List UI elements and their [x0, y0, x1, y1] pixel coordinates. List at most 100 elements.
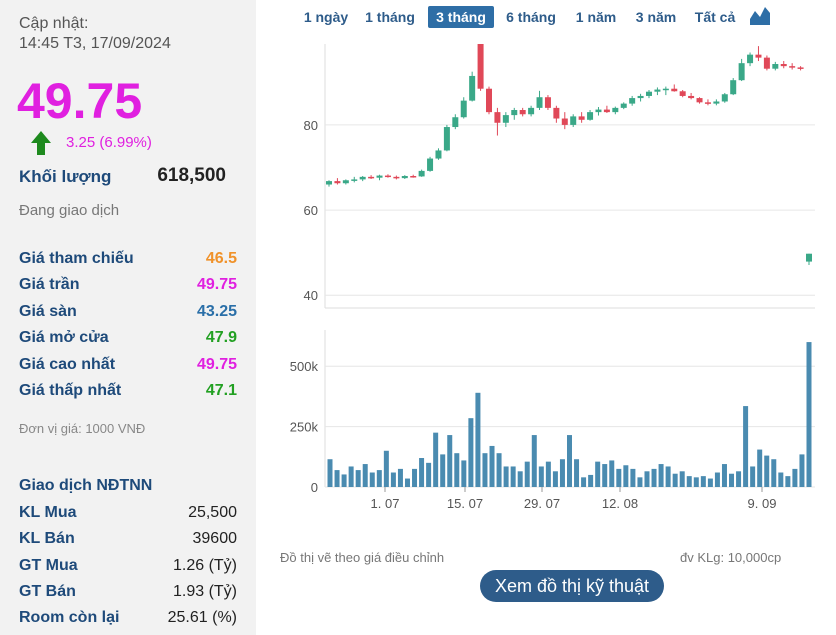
candle-body — [738, 63, 745, 81]
price-tick-label: 60 — [304, 203, 318, 218]
candle-body — [587, 112, 594, 120]
foreign-row: Room còn lại 25.61 (%) — [19, 609, 237, 629]
price-tick-label: 40 — [304, 288, 318, 303]
candle-body — [342, 180, 349, 184]
technical-chart-button[interactable]: Xem đồ thị kỹ thuật — [480, 570, 664, 602]
price-value: 47.1 — [205, 382, 237, 399]
chart-note: Đồ thị vẽ theo giá điều chỉnh — [280, 550, 445, 565]
volume-bar — [468, 418, 474, 487]
volume-label: Khối lượng — [19, 167, 112, 186]
candle-body — [452, 117, 459, 128]
volume-bar — [686, 476, 692, 487]
candle-body — [747, 54, 754, 64]
foreign-label: GT Bán — [19, 583, 76, 600]
x-tick-label: 1. 07 — [371, 496, 400, 511]
candle-body — [427, 158, 434, 171]
candle-body — [544, 97, 551, 108]
volume-bar — [736, 471, 742, 487]
volume-bar — [693, 477, 699, 487]
volume-bar — [404, 478, 410, 487]
up-arrow-icon — [31, 131, 51, 155]
volume-bar — [637, 477, 643, 487]
volume-bar — [792, 468, 798, 487]
candle-body — [755, 54, 762, 58]
volume-bar — [764, 455, 770, 487]
x-tick-label: 29. 07 — [524, 496, 560, 511]
candle-body — [511, 110, 518, 116]
foreign-label: KL Bán — [19, 530, 75, 547]
foreign-label: GT Mua — [19, 557, 78, 574]
candle-body — [359, 176, 366, 180]
foreign-value: 1.93 (Tỷ) — [172, 583, 237, 600]
volume-bar — [574, 459, 580, 487]
volume-bar — [700, 476, 706, 487]
volume-bar — [454, 453, 460, 487]
candle-body — [603, 109, 610, 113]
volume-bar — [489, 445, 495, 487]
candle-body — [721, 94, 728, 102]
candle-body — [595, 109, 602, 113]
volume-bar — [461, 460, 467, 487]
tab-1-year[interactable]: 1 năm — [575, 9, 617, 25]
price-row-ceiling: Giá trần 49.75 — [19, 276, 237, 296]
tab-3-months[interactable]: 3 tháng — [428, 6, 494, 28]
volume-bar — [524, 461, 530, 487]
candle-body — [570, 116, 577, 125]
volume-bar — [433, 432, 439, 487]
candle-body — [679, 91, 686, 96]
candle-body — [654, 89, 661, 92]
price-value: 49.75 — [196, 276, 237, 293]
candle-body — [662, 88, 669, 91]
foreign-label: KL Mua — [19, 504, 77, 521]
volume-bar — [348, 466, 354, 487]
current-price: 49.75 — [17, 73, 143, 129]
volume-bar — [588, 474, 594, 487]
tab-all[interactable]: Tất cả — [694, 9, 736, 25]
price-label: Giá sàn — [19, 303, 77, 320]
foreign-value: 1.26 (Tỷ) — [172, 557, 237, 574]
price-value: 49.75 — [196, 356, 237, 373]
volume-bar — [510, 466, 516, 487]
tab-1-day[interactable]: 1 ngày — [303, 9, 349, 25]
quote-panel: Cập nhật: 14:45 T3, 17/09/2024 49.75 3.2… — [0, 0, 256, 635]
candle-body — [612, 107, 619, 113]
price-row-floor: Giá sàn 43.25 — [19, 303, 237, 323]
tab-6-months[interactable]: 6 tháng — [506, 9, 556, 25]
volume-bar — [778, 472, 784, 487]
candle-body — [460, 100, 467, 118]
price-row-reference: Giá tham chiếu 46.5 — [19, 250, 237, 270]
volume-bar — [390, 472, 396, 487]
volume-bar — [651, 468, 657, 487]
foreign-row: KL Mua 25,500 — [19, 504, 237, 524]
tab-1-month[interactable]: 1 tháng — [365, 9, 415, 25]
x-tick-label: 12. 08 — [602, 496, 638, 511]
volume-bar — [419, 458, 425, 487]
chart-type-icon[interactable] — [750, 5, 770, 25]
price-change: 3.25 (6.99%) — [66, 134, 152, 151]
candle-body — [376, 175, 383, 178]
candle-body — [704, 102, 711, 104]
volume-bar — [644, 471, 650, 487]
volume-bar — [743, 406, 749, 487]
candle-body — [401, 176, 408, 179]
foreign-value: 25,500 — [188, 504, 237, 521]
volume-bar — [714, 472, 720, 487]
candle-body — [418, 170, 425, 177]
price-value: 46.5 — [205, 250, 237, 267]
candle-body — [553, 107, 560, 119]
foreign-value: 39600 — [192, 530, 238, 547]
volume-bar — [426, 462, 432, 487]
update-label: Cập nhật: — [19, 15, 89, 32]
foreign-row: GT Bán 1.93 (Tỷ) — [19, 583, 237, 603]
volume-bar — [750, 466, 756, 487]
price-value: 47.9 — [205, 329, 237, 346]
candle-body — [730, 80, 737, 95]
volume-bar — [721, 464, 727, 487]
volume-bar — [595, 461, 601, 487]
price-tick-label: 80 — [304, 118, 318, 133]
price-label: Giá mở cửa — [19, 329, 109, 346]
tab-3-years[interactable]: 3 năm — [635, 9, 677, 25]
volume-bar — [440, 454, 446, 487]
candle-body — [528, 107, 535, 115]
